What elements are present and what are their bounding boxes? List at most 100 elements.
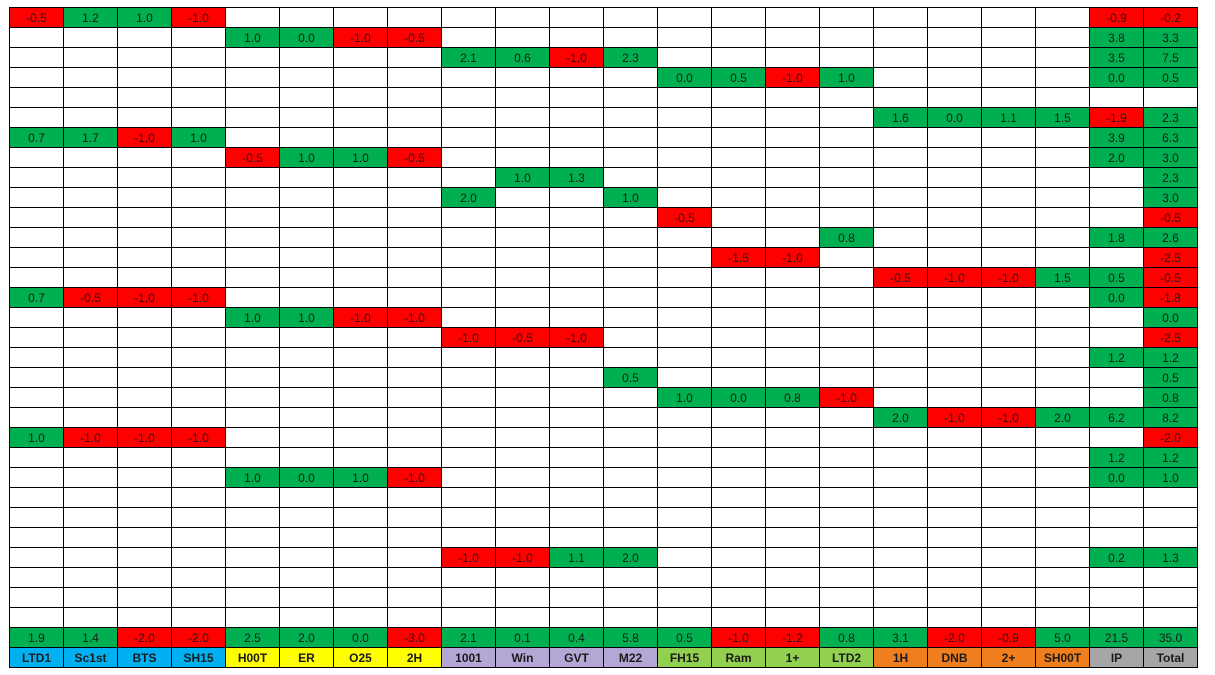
grid-cell[interactable] bbox=[442, 108, 496, 128]
grid-cell[interactable]: 1.0 bbox=[10, 428, 64, 448]
grid-cell[interactable] bbox=[604, 468, 658, 488]
grid-cell[interactable]: -1.0 bbox=[550, 48, 604, 68]
grid-cell[interactable]: 1.3 bbox=[550, 168, 604, 188]
grid-cell[interactable] bbox=[658, 148, 712, 168]
grid-cell[interactable]: 3.9 bbox=[1090, 128, 1144, 148]
grid-cell[interactable] bbox=[10, 308, 64, 328]
grid-cell[interactable] bbox=[496, 248, 550, 268]
grid-cell[interactable] bbox=[280, 488, 334, 508]
grid-cell[interactable] bbox=[118, 108, 172, 128]
grid-cell[interactable] bbox=[604, 148, 658, 168]
grid-cell[interactable] bbox=[766, 608, 820, 628]
grid-cell[interactable]: 1.0 bbox=[496, 168, 550, 188]
grid-cell[interactable] bbox=[496, 268, 550, 288]
grid-cell[interactable] bbox=[766, 368, 820, 388]
grid-cell[interactable] bbox=[658, 8, 712, 28]
grid-cell[interactable] bbox=[982, 428, 1036, 448]
grid-cell[interactable] bbox=[388, 368, 442, 388]
grid-cell[interactable] bbox=[874, 348, 928, 368]
grid-cell[interactable] bbox=[496, 508, 550, 528]
grid-cell[interactable] bbox=[604, 28, 658, 48]
grid-cell[interactable] bbox=[550, 308, 604, 328]
grid-cell[interactable] bbox=[64, 108, 118, 128]
grid-cell[interactable] bbox=[874, 568, 928, 588]
grid-cell[interactable] bbox=[1090, 528, 1144, 548]
grid-cell[interactable]: -0.5 bbox=[658, 208, 712, 228]
grid-cell[interactable] bbox=[1036, 88, 1090, 108]
grid-cell[interactable]: -0.5 bbox=[64, 288, 118, 308]
grid-cell[interactable] bbox=[658, 448, 712, 468]
grid-cell[interactable]: -1.0 bbox=[820, 388, 874, 408]
grid-cell[interactable] bbox=[1090, 488, 1144, 508]
grid-cell[interactable] bbox=[1090, 588, 1144, 608]
grid-cell[interactable] bbox=[118, 148, 172, 168]
total-cell[interactable]: 21.5 bbox=[1090, 628, 1144, 648]
total-cell[interactable]: 3.1 bbox=[874, 628, 928, 648]
grid-cell[interactable] bbox=[118, 308, 172, 328]
grid-cell[interactable] bbox=[226, 368, 280, 388]
grid-cell[interactable] bbox=[874, 88, 928, 108]
grid-cell[interactable] bbox=[334, 588, 388, 608]
grid-cell[interactable]: -0.5 bbox=[226, 148, 280, 168]
grid-cell[interactable] bbox=[10, 548, 64, 568]
grid-cell[interactable] bbox=[64, 268, 118, 288]
grid-cell[interactable] bbox=[64, 528, 118, 548]
grid-cell[interactable]: -1.0 bbox=[766, 248, 820, 268]
grid-cell[interactable] bbox=[172, 408, 226, 428]
grid-cell[interactable] bbox=[226, 248, 280, 268]
grid-cell[interactable] bbox=[766, 148, 820, 168]
grid-cell[interactable] bbox=[64, 68, 118, 88]
grid-cell[interactable] bbox=[550, 248, 604, 268]
grid-cell[interactable]: 1.0 bbox=[658, 388, 712, 408]
grid-cell[interactable] bbox=[226, 68, 280, 88]
grid-cell[interactable] bbox=[1090, 508, 1144, 528]
grid-cell[interactable] bbox=[496, 208, 550, 228]
grid-cell[interactable] bbox=[118, 608, 172, 628]
grid-cell[interactable] bbox=[118, 508, 172, 528]
grid-cell[interactable] bbox=[550, 588, 604, 608]
grid-cell[interactable]: 1.0 bbox=[226, 308, 280, 328]
grid-cell[interactable] bbox=[172, 248, 226, 268]
grid-cell[interactable] bbox=[820, 208, 874, 228]
grid-cell[interactable] bbox=[496, 488, 550, 508]
grid-cell[interactable] bbox=[172, 388, 226, 408]
grid-cell[interactable] bbox=[820, 588, 874, 608]
grid-cell[interactable]: 0.0 bbox=[280, 28, 334, 48]
grid-cell[interactable] bbox=[712, 448, 766, 468]
grid-cell[interactable] bbox=[226, 168, 280, 188]
grid-cell[interactable] bbox=[226, 548, 280, 568]
grid-cell[interactable] bbox=[658, 568, 712, 588]
grid-cell[interactable] bbox=[10, 568, 64, 588]
grid-cell[interactable]: 1.1 bbox=[982, 108, 1036, 128]
grid-cell[interactable] bbox=[172, 148, 226, 168]
grid-cell[interactable] bbox=[64, 168, 118, 188]
grid-cell[interactable]: 0.5 bbox=[604, 368, 658, 388]
total-cell[interactable]: -3.0 bbox=[388, 628, 442, 648]
grid-cell[interactable] bbox=[1144, 608, 1198, 628]
grid-cell[interactable] bbox=[874, 228, 928, 248]
grid-cell[interactable] bbox=[10, 408, 64, 428]
grid-cell[interactable] bbox=[658, 528, 712, 548]
grid-cell[interactable] bbox=[766, 168, 820, 188]
grid-cell[interactable] bbox=[280, 548, 334, 568]
total-cell[interactable]: 0.4 bbox=[550, 628, 604, 648]
grid-cell[interactable] bbox=[442, 168, 496, 188]
grid-cell[interactable] bbox=[658, 308, 712, 328]
grid-cell[interactable] bbox=[442, 8, 496, 28]
grid-cell[interactable] bbox=[604, 228, 658, 248]
grid-cell[interactable] bbox=[334, 448, 388, 468]
grid-cell[interactable] bbox=[1036, 228, 1090, 248]
grid-cell[interactable]: 2.0 bbox=[604, 548, 658, 568]
grid-cell[interactable] bbox=[1036, 28, 1090, 48]
grid-cell[interactable] bbox=[496, 68, 550, 88]
grid-cell[interactable] bbox=[64, 328, 118, 348]
column-header[interactable]: ER bbox=[280, 648, 334, 668]
grid-cell[interactable] bbox=[334, 528, 388, 548]
grid-cell[interactable] bbox=[712, 368, 766, 388]
grid-cell[interactable] bbox=[550, 8, 604, 28]
grid-cell[interactable] bbox=[928, 228, 982, 248]
grid-cell[interactable] bbox=[496, 128, 550, 148]
grid-cell[interactable] bbox=[1036, 208, 1090, 228]
grid-cell[interactable] bbox=[550, 428, 604, 448]
grid-cell[interactable] bbox=[118, 68, 172, 88]
